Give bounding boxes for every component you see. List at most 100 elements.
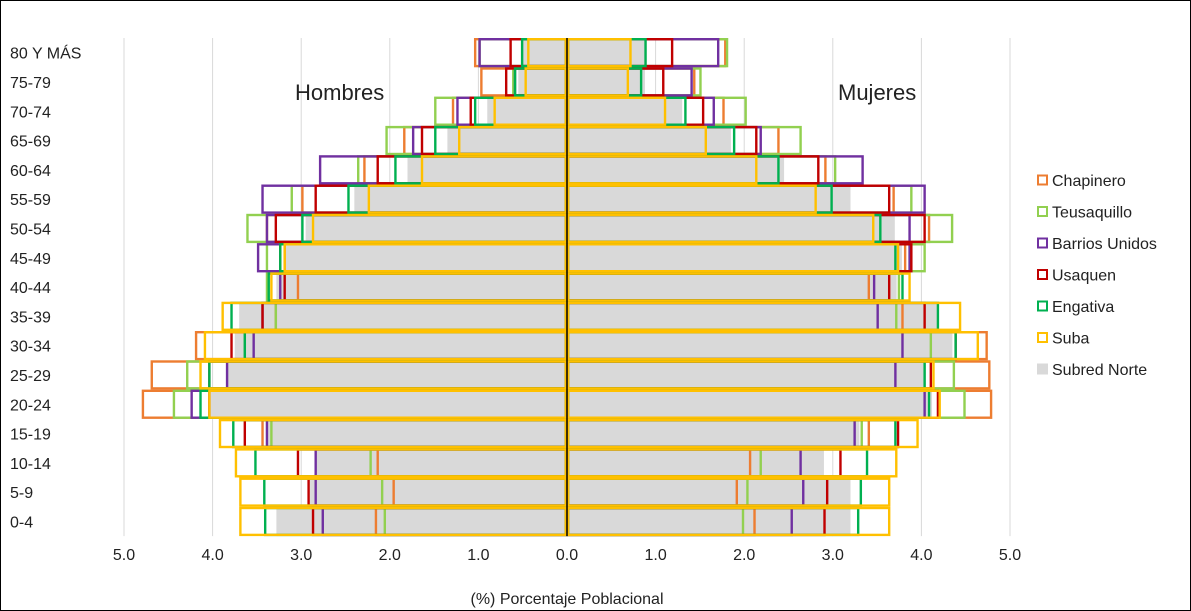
x-axis-title: (%) Porcentaje Poblacional [471,591,664,608]
x-tick-label-10: 5.0 [999,547,1021,564]
bar-suba-hombres-1 [524,67,567,97]
bar-subred-norte-hombres-15 [310,477,567,507]
bar-subred-norte-mujeres-5 [567,184,851,214]
bar-subred-norte-hombres-14 [314,448,567,478]
bar-subred-norte-hombres-16 [276,506,567,537]
bar-subred-norte-mujeres-3 [567,125,731,156]
bar-suba-hombres-9 [221,301,568,331]
x-tick-label-7: 2.0 [733,547,755,564]
bar-suba-mujeres-3 [567,125,707,156]
legend-swatch-0 [1037,174,1048,186]
bar-suba-mujeres-1 [567,67,630,97]
x-tick-label-0: 5.0 [113,547,135,564]
bar-subred-norte-mujeres-6 [567,213,895,244]
x-tick-label-3: 2.0 [379,547,401,564]
filled-bars [208,38,953,537]
side-label-mujeres: Mujeres [838,80,916,105]
bar-subred-norte-hombres-7 [283,243,567,273]
bar-subred-norte-hombres-5 [354,184,567,214]
bar-suba-mujeres-13 [567,418,919,449]
bar-suba-hombres-3 [458,125,567,156]
bar-subred-norte-mujeres-12 [567,389,933,419]
bar-suba-hombres-14 [234,448,568,478]
bar-subred-norte-mujeres-0 [567,38,647,68]
legend-label-6: Subred Norte [1052,362,1147,379]
bar-subred-norte-mujeres-7 [567,243,902,273]
bar-subred-norte-mujeres-9 [567,301,938,331]
bar-suba-mujeres-6 [567,213,875,244]
bar-subred-norte-hombres-9 [239,301,567,331]
bar-suba-mujeres-16 [567,506,891,537]
bar-subred-norte-mujeres-13 [567,418,860,449]
bar-suba-mujeres-8 [567,272,911,302]
legend-label-5: Suba [1052,331,1089,348]
legend-swatch-2 [1037,237,1048,249]
bar-suba-hombres-0 [527,38,568,68]
bar-subred-norte-hombres-12 [208,389,568,419]
bar-suba-hombres-12 [208,389,567,419]
y-tick-label-9: 35-39 [10,309,51,326]
bar-subred-norte-mujeres-10 [567,331,953,361]
legend-swatch-5 [1037,332,1048,343]
y-tick-label-6: 50-54 [10,221,51,238]
bar-suba-mujeres-11 [567,360,935,390]
side-label-hombres: Hombres [295,80,384,105]
x-tick-label-4: 1.0 [467,547,489,564]
bar-suba-mujeres-4 [567,155,758,185]
x-tick-label-2: 3.0 [290,547,312,564]
bar-suba-mujeres-2 [567,96,667,126]
bar-subred-norte-mujeres-1 [567,67,645,97]
y-tick-label-3: 65-69 [10,134,51,151]
bar-subred-norte-hombres-13 [265,418,567,449]
bar-suba-mujeres-14 [567,448,898,478]
y-tick-label-13: 15-19 [10,427,51,444]
bar-suba-hombres-16 [239,506,568,537]
bar-subred-norte-mujeres-8 [567,272,897,302]
legend-label-3: Usaquen [1052,268,1116,285]
legend-swatch-6 [1037,363,1048,375]
bar-suba-hombres-13 [218,418,568,449]
x-tick-label-5: 0.0 [556,547,578,564]
y-tick-label-1: 75-79 [10,75,51,92]
bar-suba-hombres-6 [311,213,568,244]
bar-suba-mujeres-7 [567,243,900,273]
bar-subred-norte-mujeres-2 [567,96,683,126]
bar-suba-mujeres-9 [567,301,962,331]
y-tick-label-8: 40-44 [10,280,51,297]
y-tick-label-16: 0-4 [10,514,33,531]
y-tick-label-11: 25-29 [10,368,51,385]
x-tick-label-6: 1.0 [644,547,666,564]
legend: Chapinero Teusaquillo Barrios Unidos Usaque… [1037,173,1157,379]
x-tick-label-1: 4.0 [201,547,223,564]
legend-label-1: Teusaquillo [1052,205,1132,222]
bar-subred-norte-hombres-11 [225,360,567,390]
bar-subred-norte-hombres-6 [305,213,567,244]
legend-swatch-3 [1037,269,1048,280]
bar-subred-norte-mujeres-16 [567,506,851,537]
bar-subred-norte-hombres-4 [407,155,567,185]
y-tick-label-15: 5-9 [10,485,33,502]
bar-subred-norte-mujeres-15 [567,477,851,507]
bar-suba-hombres-15 [239,477,568,507]
y-tick-label-10: 30-34 [10,339,51,356]
legend-label-4: Engativa [1052,299,1114,316]
y-tick-label-2: 70-74 [10,104,51,121]
legend-label-2: Barrios Unidos [1052,236,1157,253]
bar-suba-hombres-4 [420,155,568,185]
y-tick-label-5: 55-59 [10,192,51,209]
bar-suba-hombres-11 [199,360,568,390]
bar-subred-norte-mujeres-14 [567,448,824,478]
y-tick-label-12: 20-24 [10,397,51,414]
bar-suba-hombres-2 [493,96,567,126]
bar-suba-mujeres-0 [567,38,632,68]
y-tick-labels: 80 Y MÁS 75-79 70-74 65-69 60-64 55-59 50-54 45… [10,44,81,532]
x-tick-labels: 5.0 4.0 3.0 2.0 1.0 0.0 1.0 2.0 3.0 4.0 5.0 [113,547,1021,564]
y-tick-label-0: 80 Y MÁS [10,44,81,63]
bar-suba-mujeres-5 [567,184,817,214]
bar-suba-hombres-7 [283,243,567,273]
bar-suba-hombres-10 [203,331,567,361]
y-tick-label-4: 60-64 [10,163,51,180]
y-tick-label-7: 45-49 [10,251,51,268]
bar-subred-norte-hombres-10 [234,331,567,361]
